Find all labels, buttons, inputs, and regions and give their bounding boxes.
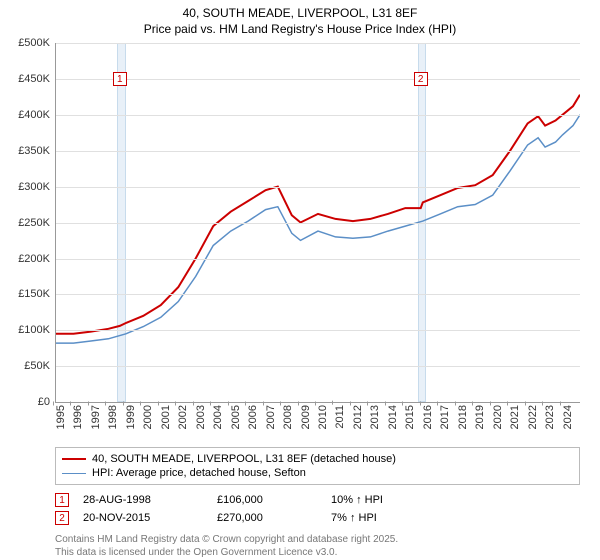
- x-tick-label: 2018: [457, 405, 469, 429]
- chart-area: £0£50K£100K£150K£200K£250K£300K£350K£400…: [55, 43, 580, 403]
- x-tick-label: 2011: [334, 405, 346, 429]
- sale-marker: 1: [113, 72, 127, 86]
- gridline: [56, 223, 580, 224]
- footer-line1: Contains HM Land Registry data © Crown c…: [55, 533, 580, 546]
- x-tick-label: 1995: [55, 405, 67, 429]
- sale-price: £270,000: [217, 512, 317, 524]
- y-tick-label: £200K: [18, 253, 56, 265]
- title-address: 40, SOUTH MEADE, LIVERPOOL, L31 8EF: [0, 6, 600, 22]
- title-subtitle: Price paid vs. HM Land Registry's House …: [0, 22, 600, 38]
- x-tick-label: 2021: [509, 405, 521, 429]
- y-tick-label: £450K: [18, 73, 56, 85]
- y-tick-label: £50K: [24, 360, 56, 372]
- sale-row: 2 20-NOV-2015 £270,000 7% ↑ HPI: [55, 509, 580, 527]
- x-tick-label: 2002: [177, 405, 189, 429]
- x-axis-labels: 1995 1996 1997 1998 1999 2000 2001 2002 2003 2004…: [55, 403, 582, 447]
- y-tick-label: £300K: [18, 181, 56, 193]
- gridline: [56, 294, 580, 295]
- x-tick-label: 2010: [317, 405, 329, 429]
- plot-region: £0£50K£100K£150K£200K£250K£300K£350K£400…: [55, 43, 580, 403]
- sale-date: 28-AUG-1998: [83, 494, 203, 506]
- legend-label: HPI: Average price, detached house, Seft…: [92, 467, 306, 479]
- x-tick-label: 2013: [369, 405, 381, 429]
- legend-item: 40, SOUTH MEADE, LIVERPOOL, L31 8EF (det…: [62, 452, 573, 466]
- x-tick-label: 2012: [352, 405, 364, 429]
- y-tick-label: £500K: [18, 37, 56, 49]
- footer-line2: This data is licensed under the Open Gov…: [55, 546, 580, 559]
- x-tick-label: 1999: [125, 405, 137, 429]
- gridline: [56, 79, 580, 80]
- x-tick-label: 1997: [90, 405, 102, 429]
- sale-hpi-diff: 10% ↑ HPI: [331, 494, 451, 506]
- x-tick-label: 2003: [195, 405, 207, 429]
- x-tick-label: 2024: [562, 405, 574, 429]
- x-tick-label: 2020: [492, 405, 504, 429]
- x-tick-label: 2009: [300, 405, 312, 429]
- sale-price: £106,000: [217, 494, 317, 506]
- x-tick-label: 2023: [544, 405, 556, 429]
- x-tick-label: 2007: [265, 405, 277, 429]
- legend-swatch: [62, 458, 86, 460]
- y-tick-label: £150K: [18, 288, 56, 300]
- sales-table: 1 28-AUG-1998 £106,000 10% ↑ HPI 2 20-NOV-201…: [55, 491, 580, 527]
- gridline: [56, 259, 580, 260]
- x-tick-label: 2001: [160, 405, 172, 429]
- sale-index-box: 2: [55, 511, 69, 525]
- x-tick-label: 1996: [72, 405, 84, 429]
- gridline: [56, 43, 580, 44]
- gridline: [56, 330, 580, 331]
- x-tick-label: 2016: [422, 405, 434, 429]
- sale-index-box: 1: [55, 493, 69, 507]
- legend-label: 40, SOUTH MEADE, LIVERPOOL, L31 8EF (det…: [92, 453, 396, 465]
- gridline: [56, 366, 580, 367]
- x-tick-label: 2000: [142, 405, 154, 429]
- x-tick-label: 1998: [107, 405, 119, 429]
- x-tick-label: 2022: [527, 405, 539, 429]
- y-tick-label: £100K: [18, 324, 56, 336]
- chart-title-block: 40, SOUTH MEADE, LIVERPOOL, L31 8EF Pric…: [0, 0, 600, 39]
- x-tick-label: 2005: [230, 405, 242, 429]
- x-tick-label: 2008: [282, 405, 294, 429]
- x-tick-label: 2004: [212, 405, 224, 429]
- y-tick-label: £350K: [18, 145, 56, 157]
- x-tick-label: 2019: [474, 405, 486, 429]
- gridline: [56, 151, 580, 152]
- x-tick-label: 2015: [404, 405, 416, 429]
- gridline: [56, 187, 580, 188]
- x-tick-label: 2017: [439, 405, 451, 429]
- legend-item: HPI: Average price, detached house, Seft…: [62, 466, 573, 480]
- gridline: [56, 115, 580, 116]
- y-tick-label: £400K: [18, 109, 56, 121]
- x-tick-label: 2014: [387, 405, 399, 429]
- sale-row: 1 28-AUG-1998 £106,000 10% ↑ HPI: [55, 491, 580, 509]
- legend: 40, SOUTH MEADE, LIVERPOOL, L31 8EF (det…: [55, 447, 580, 485]
- sale-marker: 2: [414, 72, 428, 86]
- legend-swatch: [62, 473, 86, 474]
- footer: Contains HM Land Registry data © Crown c…: [55, 533, 580, 559]
- series-line: [56, 115, 580, 343]
- sale-hpi-diff: 7% ↑ HPI: [331, 512, 451, 524]
- series-line: [56, 95, 580, 334]
- y-tick-label: £250K: [18, 217, 56, 229]
- x-tick-label: 2006: [247, 405, 259, 429]
- sale-date: 20-NOV-2015: [83, 512, 203, 524]
